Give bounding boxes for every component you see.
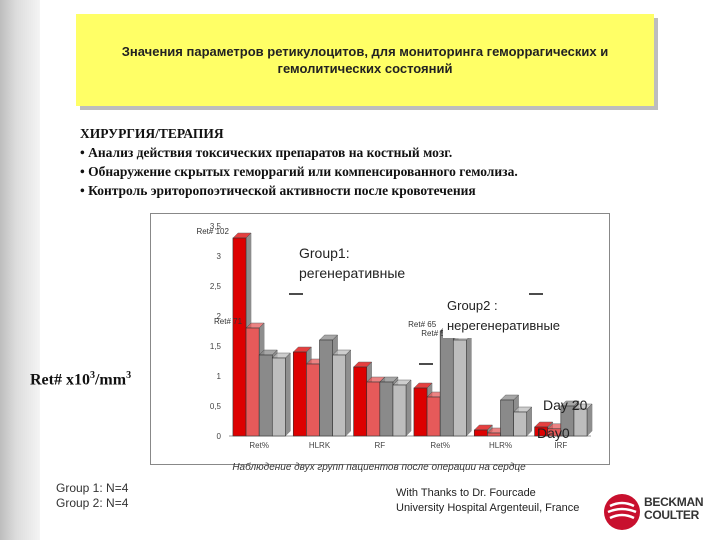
bar — [392, 384, 407, 437]
bar — [271, 357, 286, 437]
y-tick-label: 2 — [217, 312, 222, 321]
y-tick-label: 3,5 — [210, 222, 222, 231]
bar — [379, 381, 394, 437]
slide-title: Значения параметров ретикулоцитов, для м… — [121, 44, 609, 76]
chart-annotation: регенеративные — [299, 265, 405, 281]
annotation-background — [443, 292, 593, 338]
x-tick-label: HLRK — [309, 441, 331, 450]
annotation-background — [294, 240, 422, 282]
bar — [353, 366, 368, 437]
bar-side — [466, 334, 472, 437]
x-tick-label: IRF — [554, 441, 567, 450]
acknowledgement-line: University Hospital Argenteuil, France — [396, 502, 580, 514]
bullet-item: • Контроль эриторопоэтической активности… — [80, 183, 476, 198]
bar — [426, 396, 441, 437]
y-tick-label: 1,5 — [210, 342, 222, 351]
bar — [319, 339, 333, 437]
bullet-list: ХИРУРГИЯ/ТЕРАПИЯ • Анализ действия токси… — [80, 124, 680, 200]
bar-side — [345, 349, 351, 437]
bar-data-label: Ret# 65 — [408, 320, 437, 329]
bar — [500, 399, 514, 437]
acknowledgement-line: With Thanks to Dr. Fourcade — [396, 487, 536, 499]
x-tick-label: RF — [374, 441, 385, 450]
bar — [366, 381, 381, 437]
chart-annotation: Group2 : — [447, 298, 498, 313]
bar-side — [285, 352, 291, 437]
x-tick-label: HLR% — [489, 441, 512, 450]
bar-side — [405, 379, 412, 437]
bar-data-label: Ret# 71 — [214, 317, 243, 326]
bar — [306, 363, 320, 437]
y-tick-label: 0 — [217, 432, 222, 441]
bar — [513, 411, 528, 437]
chart-annotation: Day 20 — [543, 397, 588, 413]
y-axis-label: Ret# x103/mm3 — [30, 370, 132, 389]
bar-data-label: Ret# 102 — [196, 227, 229, 236]
x-tick-label: Ret% — [249, 441, 269, 450]
bullet-heading: ХИРУРГИЯ/ТЕРАПИЯ — [80, 126, 224, 141]
bar-side — [586, 403, 593, 437]
group-counts: Group 1: N=4 Group 2: N=4 — [56, 481, 128, 511]
y-tick-label: 3 — [217, 252, 222, 261]
chart-caption: Наблюдение двух групп пациентов после оп… — [232, 462, 526, 473]
title-box: Значения параметров ретикулоцитов, для м… — [76, 14, 654, 106]
bar — [473, 429, 488, 437]
bar — [292, 351, 307, 437]
bar — [439, 330, 454, 437]
bar — [452, 339, 467, 437]
bar-data-label: Ret# 58 — [421, 329, 450, 338]
y-tick-label: 2,5 — [210, 282, 222, 291]
chart-annotation: Group1: — [299, 245, 350, 261]
bar — [245, 327, 260, 437]
bullet-item: • Обнаружение скрытых геморрагий или ком… — [80, 164, 518, 179]
beckman-coulter-logo-icon — [604, 494, 640, 530]
group-count: Group 1: N=4 — [56, 481, 129, 495]
acknowledgement: With Thanks to Dr. Fourcade University H… — [396, 486, 579, 516]
bar-side — [526, 406, 532, 437]
chart-annotation: нерегенеративные — [447, 318, 560, 333]
chart-annotation: Day0 — [537, 425, 570, 441]
logo-text: BECKMAN COULTER — [644, 495, 704, 522]
bar — [573, 408, 588, 437]
bar — [232, 237, 247, 437]
bar — [413, 387, 428, 437]
bar — [332, 354, 347, 437]
y-tick-label: 0,5 — [210, 402, 222, 411]
left-decorative-stripe — [0, 0, 40, 540]
x-tick-label: Ret% — [430, 441, 450, 450]
bar-chart: 0 0,5 1 1,5 2 2,5 3 3,5 Ret% HLRK RF Ret% HLR% IRF Ret… — [196, 222, 593, 450]
bar — [487, 432, 501, 437]
chart-frame: 0 0,5 1 1,5 2 2,5 3 3,5 Ret% HLRK RF Ret% HLR% IRF Ret… — [150, 213, 610, 465]
bar — [258, 354, 273, 437]
y-tick-label: 1 — [217, 372, 222, 381]
bullet-item: • Анализ действия токсических препаратов… — [80, 145, 453, 160]
group-count: Group 2: N=4 — [56, 496, 129, 510]
